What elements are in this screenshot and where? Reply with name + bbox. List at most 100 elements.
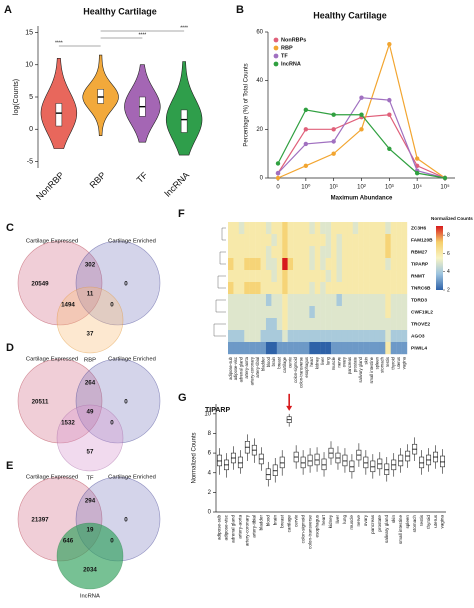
heatmap-cell (331, 222, 337, 235)
dendrogram (213, 323, 226, 337)
box (314, 453, 320, 466)
heatmap-cell (320, 306, 326, 319)
point (303, 141, 309, 147)
heatmap-cell (363, 342, 370, 355)
column-label: pancreas (347, 357, 352, 374)
heatmap-cell (298, 222, 305, 235)
heatmap-cell (255, 294, 261, 307)
heatmap-cell (287, 234, 294, 247)
heatmap-cell (233, 222, 240, 235)
heatmap-cell (396, 282, 402, 295)
heatmap-cell (390, 282, 397, 295)
heatmap-cell (298, 234, 305, 247)
heatmap-cell (401, 342, 408, 355)
legend-label: TF (281, 53, 288, 59)
x-tick-label: prostate (377, 515, 382, 532)
row-label: AGO3 (411, 333, 425, 339)
heatmap-cell (249, 306, 256, 319)
heatmap-cell (369, 282, 375, 295)
heatmap-cell (265, 330, 272, 343)
column-label: stomach (380, 356, 385, 372)
heatmap-cell (293, 318, 299, 331)
heatmap-cell (352, 306, 359, 319)
legend-label: RBP (281, 45, 293, 51)
heatmap-cell (303, 234, 310, 247)
column-label: prostate (353, 356, 358, 372)
y-axis-label: Normalized Counts (192, 432, 198, 483)
heatmap-cell (401, 294, 408, 307)
x-axis-label: Maximum Abundance (331, 196, 393, 202)
heatmap-cell (336, 306, 343, 319)
venn-count: 0 (124, 281, 128, 288)
point (275, 161, 281, 166)
column-label: artery-aorta (244, 356, 249, 378)
heatmap-cell (363, 294, 370, 307)
heatmap-cell (396, 222, 402, 235)
heatmap-cell (282, 330, 288, 343)
heatmap-cell (363, 246, 370, 259)
heatmap-cell (244, 282, 250, 295)
y-tick-label: 15 (25, 29, 33, 36)
column-label: testis (385, 357, 390, 367)
heatmap-cell (271, 234, 278, 247)
significance-label: **** (55, 40, 63, 46)
heatmap-cell (293, 258, 299, 271)
heatmap-cell (271, 282, 278, 295)
heatmap-cell (385, 234, 391, 247)
heatmap-cell (352, 258, 359, 271)
column-label: colon-transverse (298, 356, 303, 388)
heatmap-cell (233, 306, 240, 319)
x-tick-label: colon-sigmoid (300, 515, 305, 544)
heatmap-cell (347, 270, 353, 283)
heatmap-cell (347, 342, 353, 355)
x-tick-label: thyroid (426, 515, 431, 529)
heatmap-cell (249, 294, 256, 307)
heatmap-cell (358, 282, 364, 295)
heatmap-cell (336, 330, 343, 343)
heatmap-cell (314, 234, 321, 247)
heatmap-cell (390, 270, 397, 283)
heatmap-cell (369, 258, 375, 271)
heatmap-cell (265, 306, 272, 319)
venn-count: 37 (87, 331, 94, 338)
heatmap-cell (401, 318, 408, 331)
heatmap-cell (401, 234, 408, 247)
heatmap-cell (379, 222, 386, 235)
heatmap-cell (260, 282, 267, 295)
legend-marker (273, 61, 279, 67)
heatmap-cell (363, 330, 370, 343)
heatmap-cell (320, 330, 326, 343)
heatmap-cell (293, 222, 299, 235)
point (303, 163, 309, 169)
y-tick-label: 2 (208, 490, 212, 496)
venn-set (75, 240, 161, 326)
heatmap-cell (352, 222, 359, 235)
heatmap-cell (401, 282, 408, 295)
heatmap-cell (244, 222, 250, 235)
heatmap-cell (396, 342, 402, 355)
heatmap-cell (358, 330, 364, 343)
legend-marker (273, 45, 279, 51)
row-label: ZC3H6 (411, 225, 427, 231)
heatmap-cell (352, 294, 359, 307)
column-label: breast (277, 356, 282, 368)
colorbar-tick-label: 6 (447, 251, 450, 257)
heatmap-cell (331, 234, 337, 247)
venn-count: 264 (85, 380, 96, 387)
heatmap-cell (363, 258, 370, 271)
heatmap-cell (379, 234, 386, 247)
row-label: TROVE2 (411, 321, 431, 327)
heatmap-cell (282, 258, 288, 271)
heatmap-cell (249, 234, 256, 247)
point (331, 127, 336, 132)
y-tick-label: 40 (256, 78, 263, 84)
heatmap-cell (369, 222, 375, 235)
column-label: ovary (342, 356, 347, 367)
heatmap-cell (369, 330, 375, 343)
y-tick-label: 10 (204, 411, 211, 417)
heatmap-cell (228, 342, 234, 355)
heatmap-cell (396, 270, 402, 283)
column-label: liver (320, 356, 325, 364)
heatmap-cell (287, 258, 294, 271)
heatmap-cell (244, 330, 250, 343)
